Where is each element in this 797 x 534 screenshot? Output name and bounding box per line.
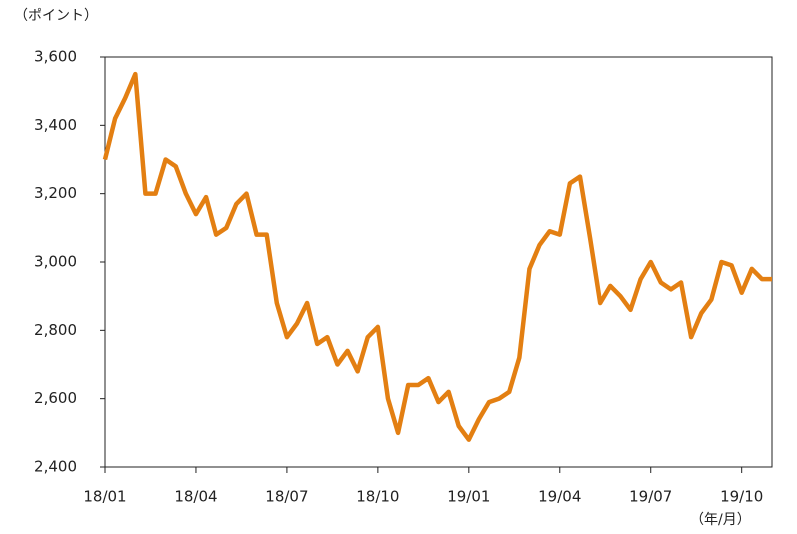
x-unit: （年/月） [690,512,751,528]
x-tick-label: 19/07 [629,488,672,506]
x-tick-label: 19/10 [720,488,763,506]
plot-frame [104,56,773,468]
y-tick-label: 2,600 [34,389,77,407]
y-tick-label: 2,400 [34,458,77,476]
x-tick-label: 18/04 [174,488,217,506]
y-unit: （ポイント） [14,8,98,24]
x-tick-label: 19/01 [447,488,490,506]
x-tick-label: 18/10 [356,488,399,506]
x-tick-label: 18/01 [83,488,126,506]
y-tick-label: 3,600 [34,48,77,66]
y-tick-label: 3,400 [34,116,77,134]
line-series [102,71,772,442]
x-tick-label: 19/04 [538,488,581,506]
y-tick-label: 2,800 [34,321,77,339]
y-tick-label: 3,000 [34,253,77,271]
y-tick-label: 3,200 [34,184,77,202]
x-tick-label: 18/07 [265,488,308,506]
